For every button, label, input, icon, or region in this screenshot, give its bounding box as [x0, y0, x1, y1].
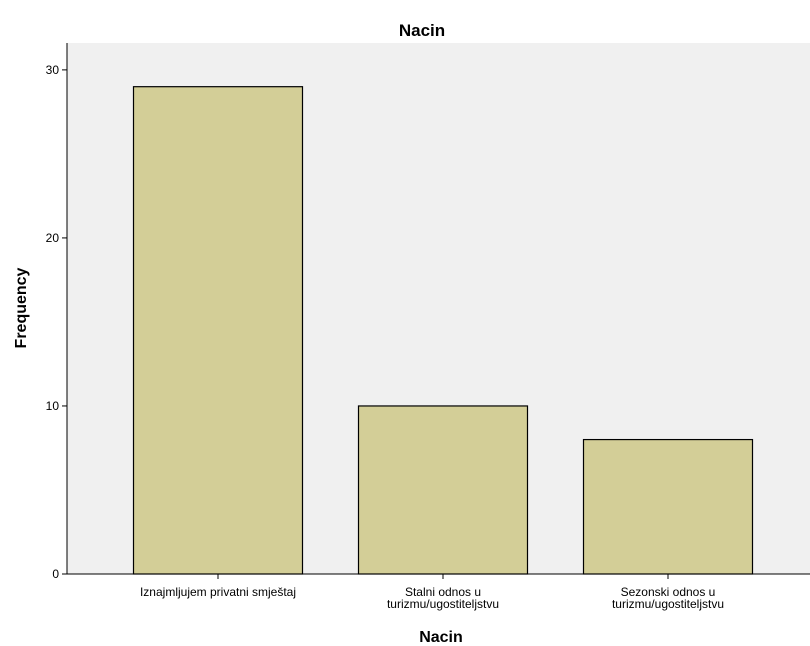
y-tick-label: 10: [46, 399, 60, 413]
y-axis-label: Frequency: [13, 267, 30, 348]
bars: [132, 86, 754, 575]
x-axis: Iznajmljujem privatni smještaj Stalni odn…: [67, 573, 810, 611]
x-axis-label: Nacin: [419, 629, 463, 646]
chart-title: Nacin: [399, 21, 445, 40]
x-tick-label: Iznajmljujem privatni smještaj: [140, 585, 296, 599]
bar-1: [132, 86, 304, 575]
x-tick-label: Sezonski odnos u turizmu/ugostiteljstvu: [612, 585, 724, 611]
y-tick-label: 30: [46, 63, 60, 77]
y-axis: 0 10 20 30: [46, 43, 68, 581]
y-tick-label: 0: [52, 567, 59, 581]
bar-3: [582, 438, 754, 575]
bar-2: [357, 405, 529, 575]
x-tick-label: Stalni odnos u turizmu/ugostiteljstvu: [387, 585, 499, 611]
y-tick-label: 20: [46, 231, 60, 245]
